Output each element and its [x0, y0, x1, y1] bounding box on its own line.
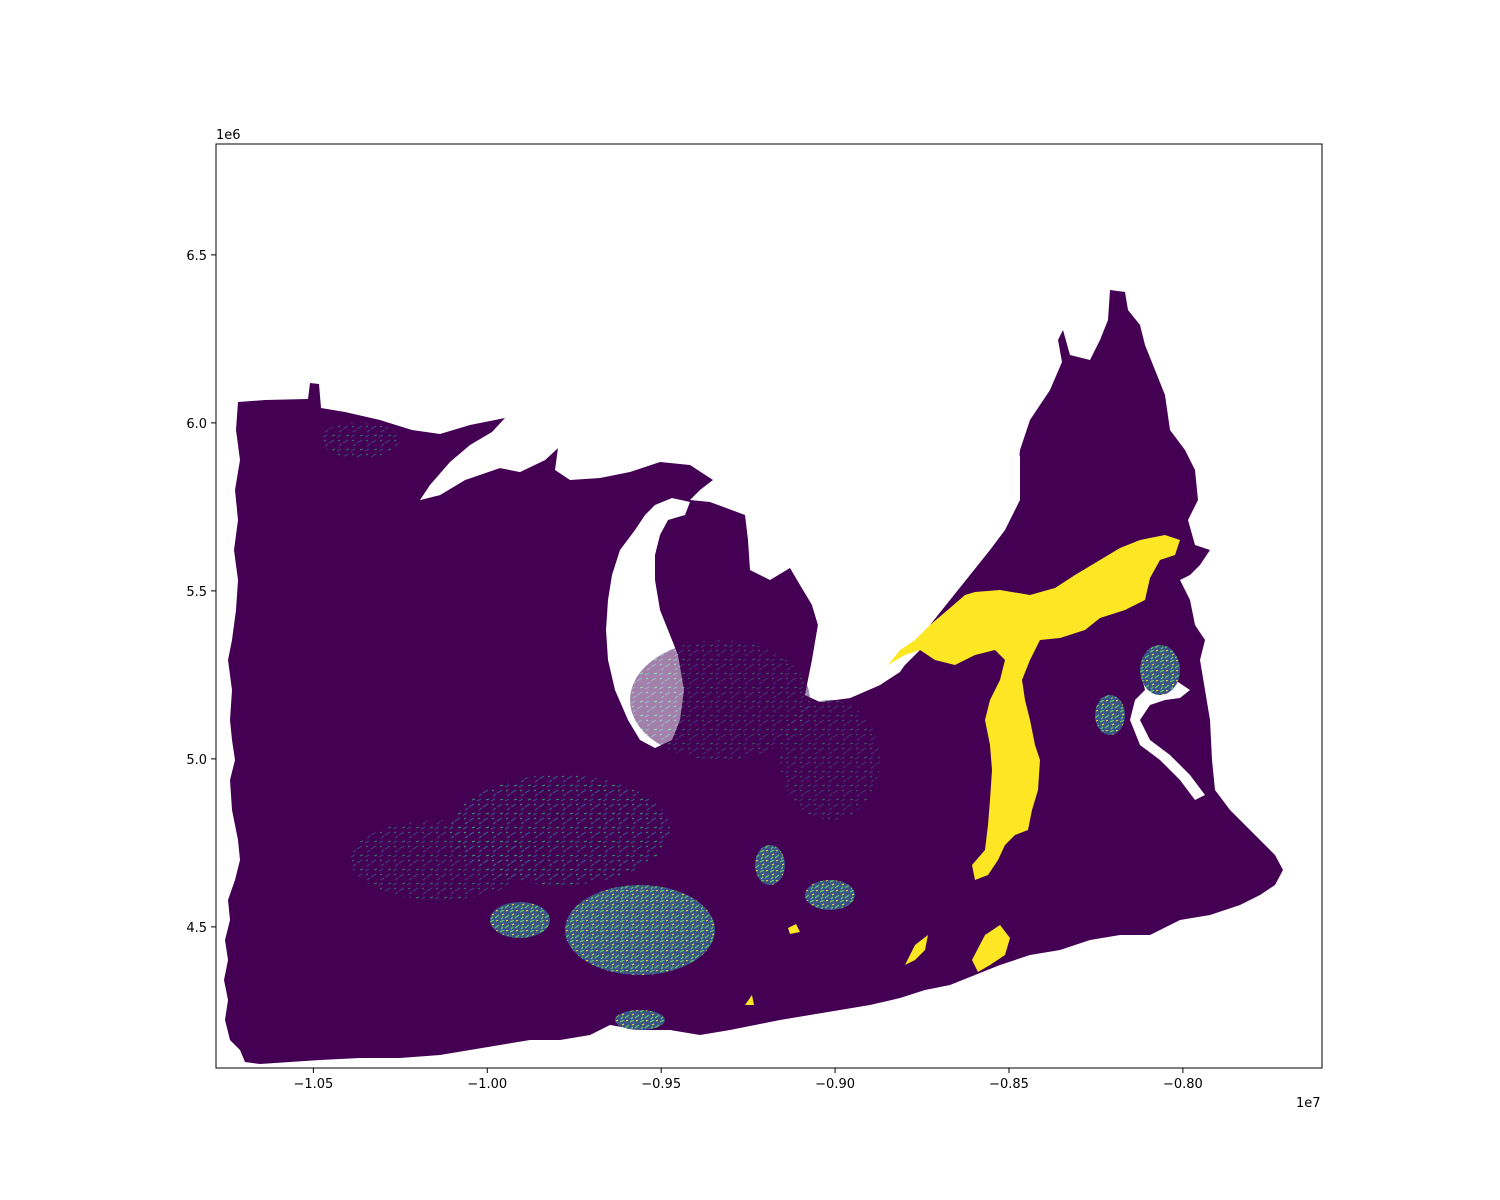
y-tick-label: 6.0	[186, 417, 207, 432]
y-tick-label: 4.5	[186, 921, 207, 936]
x-tick-label: −0.80	[1163, 1077, 1203, 1092]
x-tick-label: −0.90	[815, 1077, 855, 1092]
axes-frame	[215, 143, 1323, 1069]
x-tick-label: −1.00	[467, 1077, 507, 1092]
y-tick-label: 6.5	[186, 249, 207, 264]
mid-value-areas	[320, 422, 1180, 1030]
high-value-areas	[745, 535, 1180, 1005]
y-axis-ticks: 4.5 5.0 5.5 6.0 6.5	[186, 249, 216, 936]
x-offset-label: 1e7	[1296, 1096, 1321, 1111]
lake-superior	[420, 418, 558, 500]
x-tick-label: −1.05	[293, 1077, 333, 1092]
x-axis-ticks: −1.05 −1.00 −0.95 −0.90 −0.85 −0.80	[293, 1068, 1203, 1092]
y-offset-label: 1e6	[216, 128, 241, 143]
lake-erie	[805, 455, 1020, 702]
map-raster	[224, 290, 1283, 1064]
x-tick-label: −0.85	[989, 1077, 1029, 1092]
x-tick-label: −0.95	[641, 1077, 681, 1092]
y-tick-label: 5.5	[186, 585, 207, 600]
y-tick-label: 5.0	[186, 753, 207, 768]
